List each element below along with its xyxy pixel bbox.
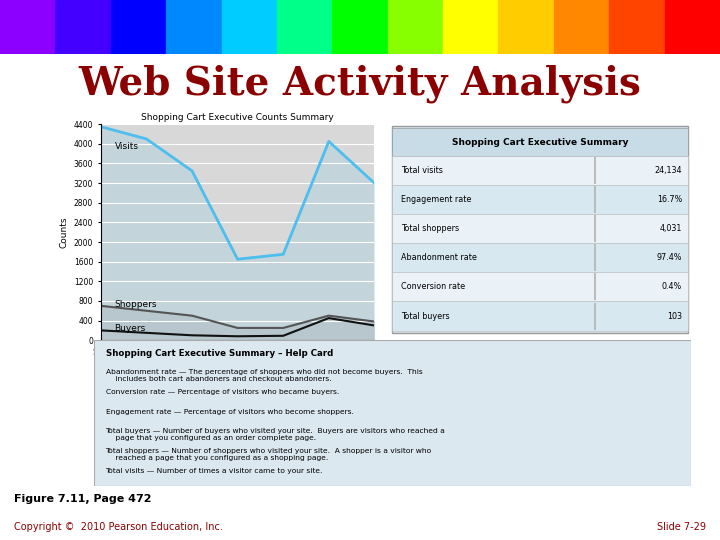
Text: Shoppers: Shoppers (114, 300, 157, 309)
FancyBboxPatch shape (392, 185, 688, 214)
Bar (595, 186, 596, 213)
Bar (498, 0, 554, 54)
Text: Engagement rate: Engagement rate (401, 195, 472, 204)
Text: 16.7%: 16.7% (657, 195, 682, 204)
Text: 4,031: 4,031 (660, 224, 682, 233)
Text: Copyright ©  2010 Pearson Education, Inc.: Copyright © 2010 Pearson Education, Inc. (14, 522, 223, 531)
Bar (55, 0, 111, 54)
Text: 97.4%: 97.4% (657, 253, 682, 262)
Bar (595, 157, 596, 184)
Bar (166, 0, 222, 54)
FancyBboxPatch shape (392, 301, 688, 330)
Text: Conversion rate: Conversion rate (401, 282, 465, 292)
Text: Shopping Cart Executive Summary: Shopping Cart Executive Summary (451, 138, 629, 146)
Bar (387, 0, 443, 54)
FancyBboxPatch shape (392, 156, 688, 185)
Bar (595, 273, 596, 300)
Text: Conversion rate — Percentage of visitors who became buyers.: Conversion rate — Percentage of visitors… (106, 389, 339, 395)
FancyBboxPatch shape (392, 272, 688, 301)
Bar (609, 0, 665, 54)
Bar (111, 0, 166, 54)
Bar (333, 0, 387, 54)
Title: Shopping Cart Executive Counts Summary: Shopping Cart Executive Counts Summary (141, 113, 334, 122)
Text: Total shoppers: Total shoppers (401, 224, 459, 233)
Bar (595, 215, 596, 242)
Bar (554, 0, 609, 54)
Text: 103: 103 (667, 312, 682, 321)
Y-axis label: Counts: Counts (59, 217, 68, 248)
Text: Figure 7.11, Page 472: Figure 7.11, Page 472 (14, 495, 152, 504)
Text: Abandonment rate: Abandonment rate (401, 253, 477, 262)
Text: Shopping Cart Executive Summary – Help Card: Shopping Cart Executive Summary – Help C… (106, 349, 333, 358)
Text: Visits: Visits (114, 141, 138, 151)
Text: 24,134: 24,134 (654, 166, 682, 175)
FancyBboxPatch shape (392, 129, 688, 156)
Text: 0.4%: 0.4% (662, 282, 682, 292)
Text: Slide 7-29: Slide 7-29 (657, 522, 706, 531)
Bar (277, 0, 333, 54)
Bar (443, 0, 498, 54)
Text: Web Site Activity Analysis: Web Site Activity Analysis (78, 64, 642, 103)
Bar (665, 0, 720, 54)
Text: Buyers: Buyers (114, 325, 145, 333)
Text: Total buyers — Number of buyers who visited your site.  Buyers are visitors who : Total buyers — Number of buyers who visi… (106, 428, 445, 441)
Text: Abandonment rate — The percentage of shoppers who did not become buyers.  This
 : Abandonment rate — The percentage of sho… (106, 369, 423, 382)
FancyBboxPatch shape (392, 126, 688, 333)
Text: Engagement rate — Percentage of visitors who become shoppers.: Engagement rate — Percentage of visitors… (106, 409, 354, 415)
Bar (595, 244, 596, 271)
Text: Total buyers: Total buyers (401, 312, 449, 321)
FancyBboxPatch shape (392, 243, 688, 272)
FancyBboxPatch shape (94, 340, 691, 486)
Text: Total shoppers — Number of shoppers who visited your site.  A shopper is a visit: Total shoppers — Number of shoppers who … (106, 448, 432, 461)
Text: Total visits: Total visits (401, 166, 443, 175)
X-axis label: Sun 02/14 – Sat 02/20 (1-Week Scale): Sun 02/14 – Sat 02/20 (1-Week Scale) (143, 362, 332, 372)
Bar (222, 0, 277, 54)
Bar (595, 302, 596, 329)
FancyBboxPatch shape (392, 214, 688, 243)
Bar (0, 0, 55, 54)
Text: Total visits — Number of times a visitor came to your site.: Total visits — Number of times a visitor… (106, 468, 323, 474)
